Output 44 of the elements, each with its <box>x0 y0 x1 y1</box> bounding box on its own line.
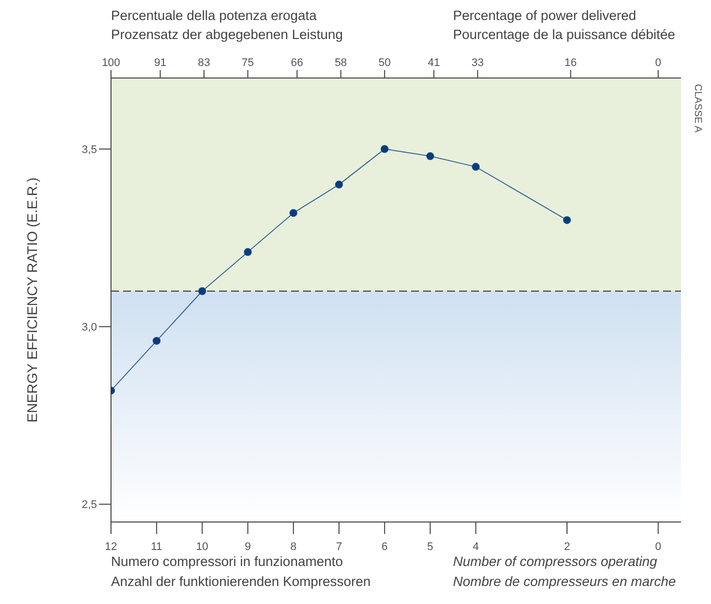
x2-tick-label: 41 <box>428 57 440 69</box>
text: Percentuale della potenza erogata <box>111 8 317 23</box>
text: Number of compressors operating <box>453 554 658 569</box>
x2-tick-label: 0 <box>655 57 662 69</box>
x2-tick-label: 58 <box>334 57 347 69</box>
x2-tick-label: 66 <box>290 57 304 69</box>
x-tick-label: 10 <box>196 541 208 553</box>
x2-tick-label: 91 <box>154 57 166 69</box>
point <box>563 216 571 224</box>
x-tick-label: 5 <box>427 541 434 553</box>
text: Nombre de compresseurs en marche <box>453 574 676 589</box>
x-tick-label: 2 <box>564 541 570 553</box>
text: Percentage of power delivered <box>453 8 636 23</box>
x-tick-label: 9 <box>244 541 251 553</box>
point <box>335 180 343 189</box>
y-tick-label: 2,5 <box>82 499 97 512</box>
x-tick-label: 12 <box>104 541 118 553</box>
point <box>472 162 480 171</box>
x-tick-label: 0 <box>655 541 662 553</box>
point <box>289 208 298 217</box>
x2-tick-label: 75 <box>242 57 254 69</box>
x-tick-label: 11 <box>150 541 162 553</box>
x2-tick-label: 100 <box>102 57 120 69</box>
point <box>380 145 389 154</box>
x2-tick-label: 50 <box>378 57 391 69</box>
x2-tick-label: 33 <box>472 57 484 69</box>
x2-tick-label: 16 <box>564 57 577 69</box>
text: Anzahl der funktionierenden Kompressoren <box>111 574 371 589</box>
y-tick-label: 3,0 <box>82 322 97 334</box>
text: Prozensatz der abgegebenen Leistung <box>111 27 343 42</box>
x-tick-label: 8 <box>290 541 296 553</box>
text: Numero compressori in funzionamento <box>111 554 343 569</box>
y-tick-label: 3,5 <box>82 144 97 156</box>
point <box>152 336 161 345</box>
band-label: CLASSE A <box>692 84 703 133</box>
y-axis-title: ENERGY EFFICIENCY RATIO (E.E.R.) <box>24 177 40 423</box>
x-tick-label: 7 <box>336 541 342 553</box>
x-tick-label: 4 <box>472 541 479 553</box>
x2-tick-label: 83 <box>198 57 210 69</box>
point <box>244 248 252 256</box>
x-tick-label: 6 <box>382 541 388 553</box>
text: Pourcentage de la puissance débitée <box>453 27 676 42</box>
point <box>198 287 206 296</box>
point <box>426 152 434 160</box>
